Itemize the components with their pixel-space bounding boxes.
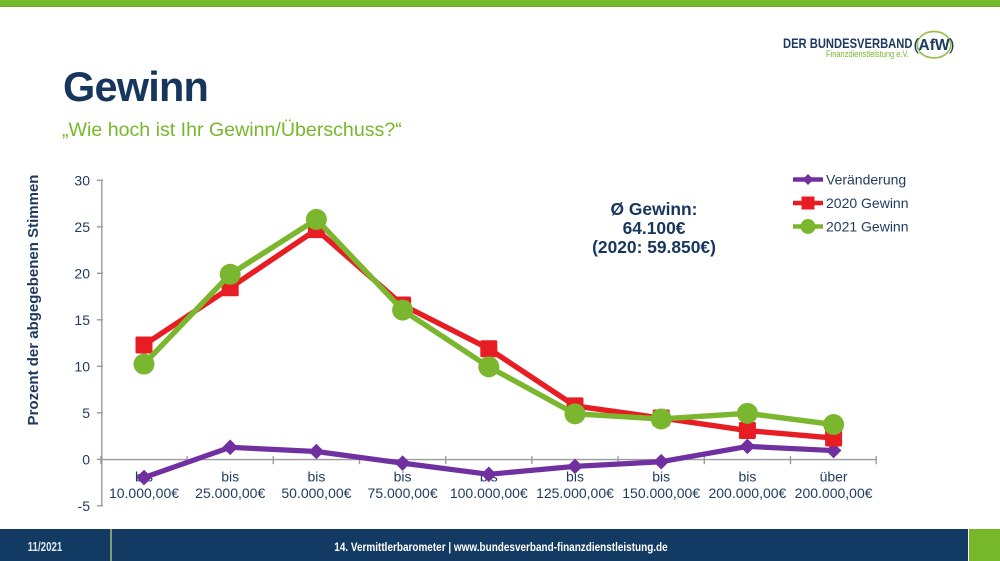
svg-text:Ø Gewinn:: Ø Gewinn: (611, 199, 698, 219)
svg-text:15: 15 (74, 312, 90, 328)
svg-text:bis: bis (738, 469, 756, 485)
svg-text:25.000,00€: 25.000,00€ (195, 485, 265, 501)
svg-text:100.000,00€: 100.000,00€ (450, 485, 528, 501)
svg-text:bis: bis (566, 469, 584, 485)
svg-text:bis: bis (307, 469, 325, 485)
svg-text:bis: bis (652, 469, 670, 485)
svg-text:10: 10 (74, 358, 90, 374)
svg-text:2020 Gewinn: 2020 Gewinn (826, 195, 909, 211)
svg-text:200.000,00€: 200.000,00€ (708, 485, 786, 501)
svg-text:125.000,00€: 125.000,00€ (536, 485, 614, 501)
svg-text:75.000,00€: 75.000,00€ (368, 485, 438, 501)
svg-text:Prozent der abgegebenen Stimme: Prozent der abgegebenen Stimmen (25, 175, 42, 426)
svg-text:20: 20 (74, 265, 90, 281)
svg-text:5: 5 (82, 405, 90, 421)
svg-text:0: 0 (82, 451, 90, 467)
svg-text:10.000,00€: 10.000,00€ (109, 485, 179, 501)
svg-text:2021 Gewinn: 2021 Gewinn (826, 219, 909, 235)
svg-text:-5: -5 (78, 498, 91, 514)
svg-text:(2020: 59.850€): (2020: 59.850€) (592, 237, 716, 257)
svg-text:bis: bis (394, 469, 412, 485)
svg-text:bis: bis (221, 469, 239, 485)
svg-text:150.000,00€: 150.000,00€ (622, 485, 700, 501)
svg-text:200.000,00€: 200.000,00€ (795, 485, 873, 501)
svg-text:über: über (820, 469, 848, 485)
svg-text:(AfW): (AfW) (914, 36, 955, 54)
svg-text:64.100€: 64.100€ (623, 218, 686, 238)
svg-text:30: 30 (74, 172, 90, 188)
svg-text:Veränderung: Veränderung (826, 172, 906, 188)
svg-text:25: 25 (74, 219, 90, 235)
svg-text:50.000,00€: 50.000,00€ (281, 485, 351, 501)
